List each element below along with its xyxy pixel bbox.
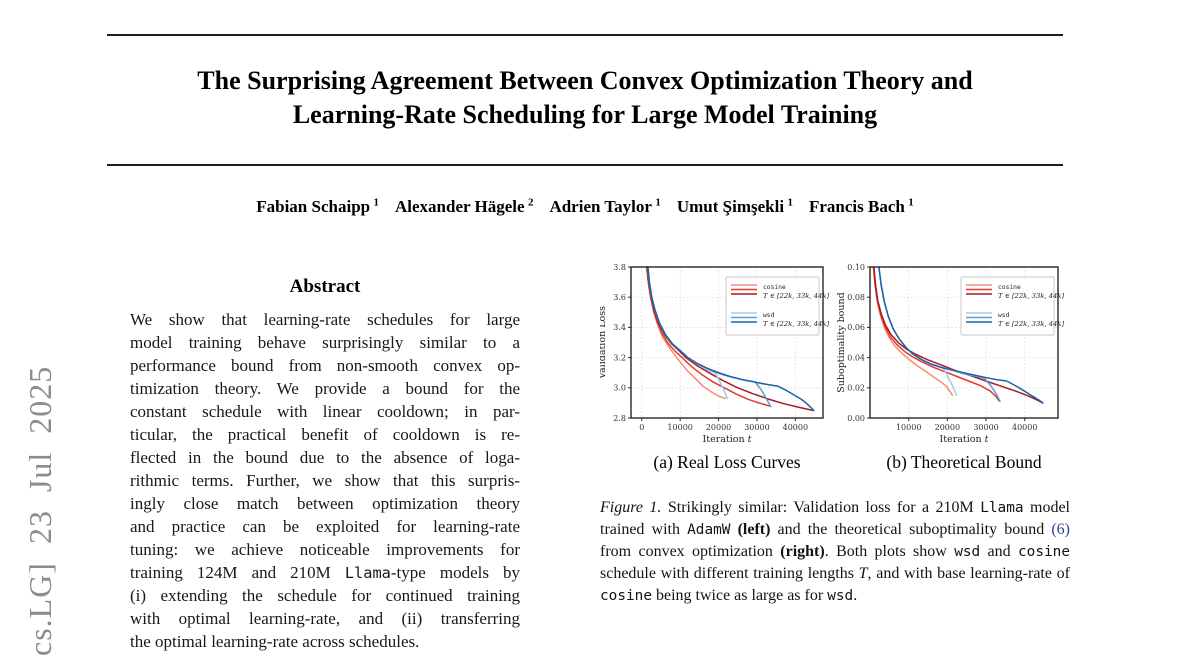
title-rule (107, 164, 1063, 166)
svg-text:0.00: 0.00 (847, 414, 865, 423)
svg-text:T ∈ [22k, 33k, 44k]: T ∈ [22k, 33k, 44k] (763, 320, 829, 328)
svg-text:3.2: 3.2 (613, 353, 626, 362)
figure-1-plots: 0 10000 20000 30000 40000 2.8 3.0 3.2 3.4 3.6 3.8 I… (600, 263, 1064, 445)
abstract-line: training 124M and 210M Llama-type models… (130, 563, 520, 582)
equation-ref-link[interactable]: (6) (1051, 521, 1070, 538)
author-name: Umut Şimşekli 1 (676, 196, 793, 216)
figure-1: 0 10000 20000 30000 40000 2.8 3.0 3.2 3.4 3.6 3.8 I… (600, 0, 1080, 648)
svg-text:0.06: 0.06 (847, 323, 865, 332)
author-affiliation-sup: 1 (908, 196, 914, 208)
svg-text:20000: 20000 (706, 423, 731, 432)
svg-text:0.08: 0.08 (847, 293, 865, 302)
author-name: Fabian Schaipp 1 (256, 196, 380, 216)
abstract-line: with optimal learning-rate, and (ii) tra… (130, 609, 520, 628)
svg-text:Iteration t: Iteration t (703, 434, 752, 445)
svg-text:0.02: 0.02 (847, 384, 865, 393)
abstract-line: the optimal learning-rate across schedul… (130, 632, 420, 651)
svg-text:cosine: cosine (998, 284, 1021, 291)
svg-text:10000: 10000 (667, 423, 692, 432)
abstract-line: timization theory. We provide a bound fo… (130, 379, 520, 398)
svg-text:0: 0 (639, 423, 644, 432)
subcaption-a: (a) Real Loss Curves (653, 452, 801, 472)
abstract-line: ingly close match between optimization t… (130, 494, 520, 513)
svg-text:Suboptimality bound: Suboptimality bound (836, 292, 847, 392)
abstract-line: model training behave surprisingly simil… (130, 333, 520, 352)
abstract-heading: Abstract (289, 276, 361, 297)
paper-title: The Surprising Agreement Between Convex … (107, 64, 1063, 132)
top-rule (107, 34, 1063, 36)
author-name: Francis Bach 1 (808, 196, 914, 216)
svg-text:10000: 10000 (896, 423, 921, 432)
paper-title-line1: The Surprising Agreement Between Convex … (197, 66, 973, 95)
svg-text:T ∈ [22k, 33k, 44k]: T ∈ [22k, 33k, 44k] (763, 292, 829, 300)
svg-text:Iteration t: Iteration t (940, 434, 989, 445)
svg-text:cosine: cosine (763, 284, 786, 291)
author-affiliation-sup: 2 (527, 196, 534, 208)
svg-text:30000: 30000 (973, 423, 998, 432)
figure-1-caption: Figure 1. Strikingly similar: Validation… (600, 499, 1071, 604)
svg-text:0.10: 0.10 (847, 263, 865, 272)
svg-text:wsd: wsd (763, 312, 775, 319)
plot-a-real-loss-curves: 0 10000 20000 30000 40000 2.8 3.0 3.2 3.4 3.6 3.8 I… (600, 263, 829, 445)
svg-text:wsd: wsd (998, 312, 1010, 319)
svg-text:0.04: 0.04 (847, 353, 865, 362)
svg-text:3.4: 3.4 (613, 323, 626, 332)
author-affiliation-sup: 1 (787, 196, 793, 208)
abstract-line: and practice can be exploited for learni… (130, 517, 520, 536)
subcaption-b: (b) Theoretical Bound (886, 452, 1042, 472)
svg-text:3.8: 3.8 (613, 263, 626, 272)
abstract-line: flected in the bound due to the absence … (130, 448, 520, 467)
abstract-line: constant schedule with linear cooldown; … (130, 402, 520, 421)
plot-b-theoretical-bound: 10000 20000 30000 40000 0.00 0.02 0.04 0.06 0.08… (836, 263, 1064, 445)
author-name: Adrien Taylor 1 (549, 196, 661, 216)
paper-title-line2: Learning-Rate Scheduling for Large Model… (292, 100, 878, 129)
abstract-line: tuning: we achieve noticeable improvemen… (130, 540, 520, 559)
svg-text:40000: 40000 (783, 423, 808, 432)
authors-line: Fabian Schaipp 1 Alexander Hägele 2 Adrien… (107, 196, 1063, 217)
abstract-line: We show that learning-rate schedules for… (130, 310, 520, 329)
svg-text:20000: 20000 (935, 423, 960, 432)
abstract-line: ticular, the practical benefit of cooldo… (130, 425, 520, 444)
svg-text:T ∈ [22k, 33k, 44k]: T ∈ [22k, 33k, 44k] (998, 292, 1064, 300)
svg-text:3.6: 3.6 (613, 293, 626, 302)
abstract-body: We show that learning-rate schedules for… (130, 308, 520, 653)
svg-text:3.0: 3.0 (613, 384, 626, 393)
author-affiliation-sup: 1 (373, 196, 380, 208)
abstract-line: rithmic terms. Further, we show that thi… (130, 471, 520, 490)
author-name: Alexander Hägele 2 (395, 196, 534, 216)
abstract-line: performance bound from non-smooth convex… (130, 356, 520, 375)
svg-text:40000: 40000 (1012, 423, 1037, 432)
svg-text:2.8: 2.8 (613, 414, 626, 423)
svg-text:T ∈ [22k, 33k, 44k]: T ∈ [22k, 33k, 44k] (998, 320, 1064, 328)
author-affiliation-sup: 1 (655, 196, 661, 208)
svg-text:Validation Loss: Validation Loss (600, 306, 608, 380)
arxiv-stamp: cs.LG] 23 Jul 2025 (22, 365, 58, 656)
svg-text:30000: 30000 (744, 423, 769, 432)
abstract-line: (i) extending the schedule for continued… (130, 586, 520, 605)
